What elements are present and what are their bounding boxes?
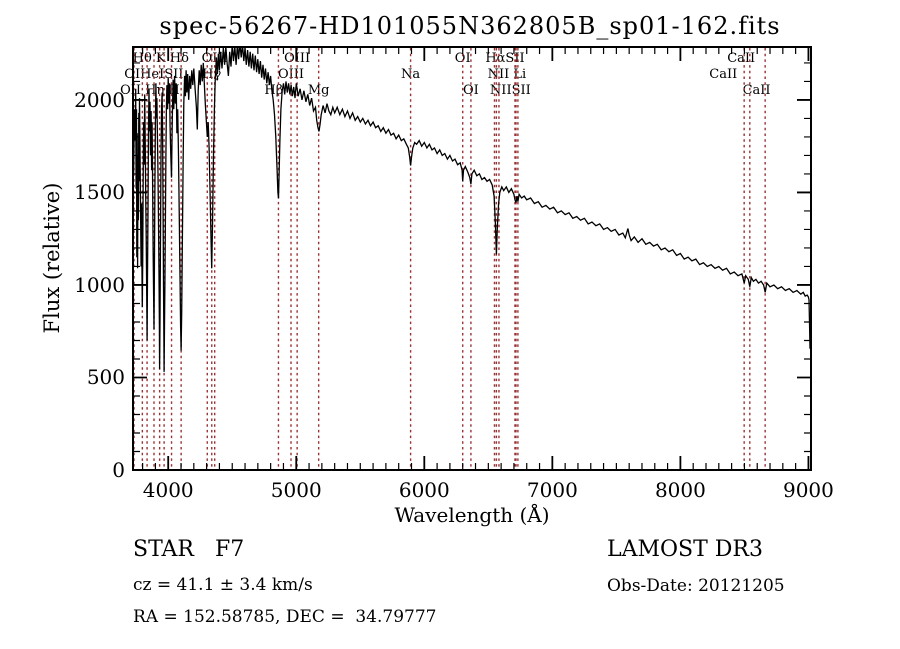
y-tick-label: 2000 — [74, 87, 125, 112]
y-tick-label: 500 — [86, 365, 125, 390]
x-tick-label: 4000 — [142, 478, 194, 502]
y-tick-label: 0 — [112, 458, 125, 482]
coordinates-label: RA = 152.58785, DEC = 34.79777 — [133, 607, 437, 627]
y-axis-label: Flux (relative) — [40, 182, 64, 334]
x-tick-label: 5000 — [270, 478, 322, 502]
line-label: CaII — [727, 51, 756, 66]
plot-box — [132, 46, 812, 471]
line-label: OI — [463, 83, 479, 98]
line-label: Na — [401, 67, 421, 82]
x-tick-label: 9000 — [782, 478, 834, 502]
y-tick-label: 1000 — [74, 272, 125, 297]
page-title: spec-56267-HD101055N362805B_sp01-162.fit… — [159, 12, 781, 40]
line-label: OI — [454, 51, 471, 66]
x-tick-label: 7000 — [526, 478, 578, 502]
spectrum-trace — [133, 47, 811, 372]
x-axis-label: Wavelength (Å) — [394, 503, 550, 527]
x-tick-label: 6000 — [398, 478, 450, 502]
line-label: CaII — [709, 67, 738, 82]
obs-date-label: Obs-Date: 20121205 — [607, 576, 785, 596]
line-label: NIISII — [489, 83, 531, 98]
survey-release-label: LAMOST DR3 — [607, 537, 763, 562]
x-tick-label: 8000 — [654, 478, 706, 502]
y-tick-label: 1500 — [74, 180, 125, 205]
object-class-label: STAR F7 — [133, 537, 245, 562]
radial-velocity-label: cz = 41.1 ± 3.4 km/s — [133, 575, 313, 595]
line-label: Mg — [307, 83, 330, 98]
